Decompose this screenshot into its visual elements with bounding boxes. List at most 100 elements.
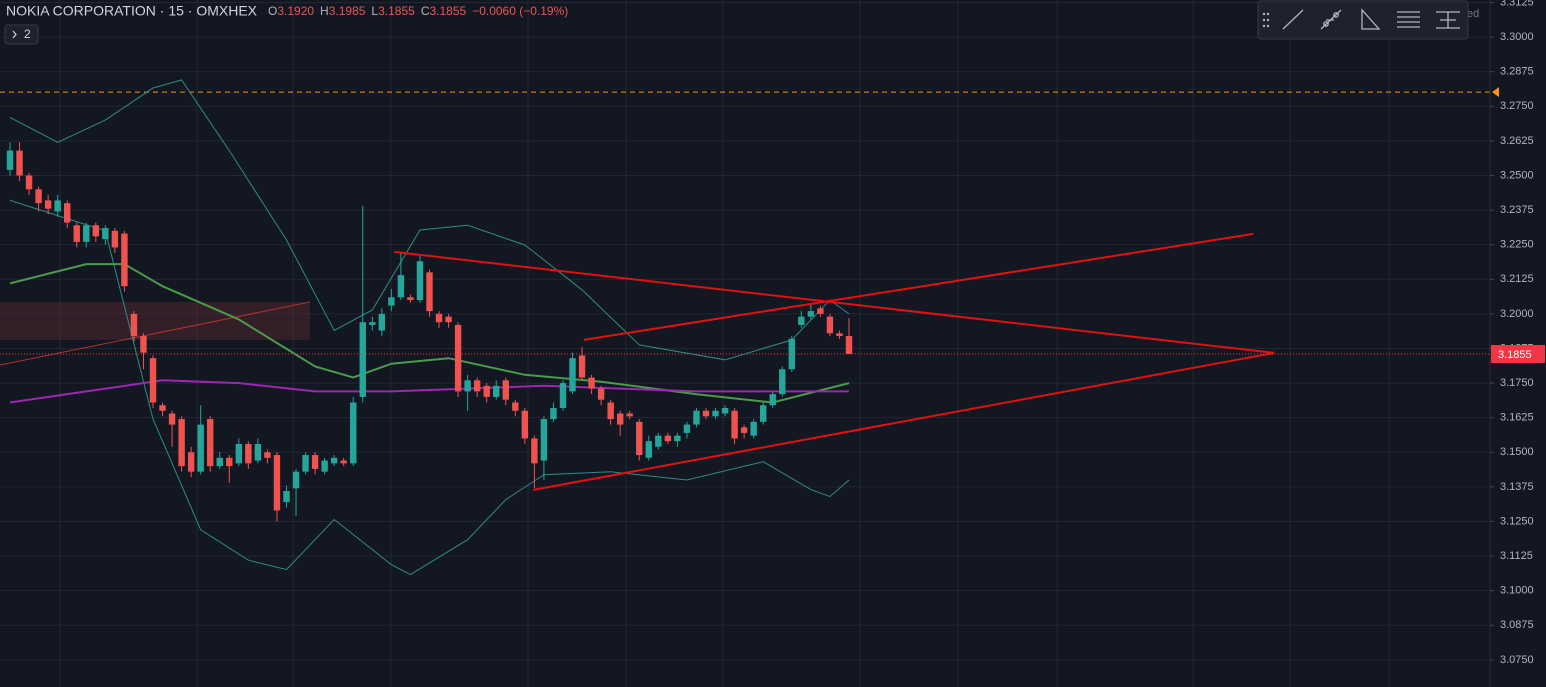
candle-body	[493, 385, 500, 397]
candle-body	[616, 413, 624, 425]
candle-body	[759, 405, 767, 422]
last-price-tag	[1491, 345, 1545, 364]
candle-body	[712, 410, 719, 417]
y-tick-label: 3.2125	[1500, 273, 1534, 285]
dot	[1262, 18, 1266, 22]
candle-body	[264, 452, 271, 458]
candle-body	[378, 313, 386, 331]
tool-button[interactable]	[1390, 3, 1426, 37]
candle-body	[226, 457, 233, 467]
ohlc-values: O3.1920 H3.1985 L3.1855 C3.1855 −0.0060 (−0.…	[268, 4, 568, 18]
chart-title: NOKIA CORPORATION · 15 · OMXHEX	[6, 3, 258, 19]
y-tick-label: 3.1250	[1500, 515, 1534, 527]
candle-body	[445, 316, 452, 323]
candle-body	[550, 407, 557, 420]
candle-body	[845, 336, 853, 355]
candle-body	[588, 377, 595, 389]
candle-body	[540, 419, 548, 461]
candle-body	[64, 203, 71, 223]
ohlc-value: 3.1855	[378, 4, 415, 18]
measure-tool[interactable]	[1429, 3, 1466, 37]
candle-body	[197, 424, 204, 472]
candle-body	[817, 308, 824, 314]
y-tick-label: 3.2500	[1500, 169, 1534, 181]
candle-body	[693, 410, 700, 425]
y-tick-label: 3.2750	[1500, 100, 1534, 112]
candle-body	[569, 358, 576, 392]
y-tick-label: 3.1125	[1500, 550, 1533, 562]
candle-body	[607, 402, 614, 420]
toggle-button[interactable]	[4, 24, 39, 45]
candle-body	[44, 200, 52, 209]
trend-line	[394, 250, 1275, 354]
candle-body	[836, 333, 843, 337]
triangle-tool[interactable]	[1351, 3, 1387, 37]
tool-button[interactable]	[1351, 3, 1387, 37]
chevron-icon	[12, 30, 17, 39]
y-tick-label: 3.2875	[1500, 66, 1534, 78]
candle-body	[73, 225, 80, 242]
status-text: ed	[1467, 8, 1479, 20]
candle-body	[683, 424, 691, 433]
tool-icon	[1333, 12, 1339, 18]
candle-body	[283, 491, 290, 503]
candle-body	[521, 410, 529, 439]
ohlc-key: L	[371, 4, 378, 18]
candle-body	[140, 336, 147, 353]
candle-body	[655, 435, 662, 447]
candle-body	[426, 272, 433, 312]
candle-body	[321, 460, 328, 472]
dot	[1262, 24, 1266, 28]
trend-line	[533, 351, 1275, 491]
candle-body	[330, 457, 338, 464]
candle-body	[464, 380, 471, 392]
candle-body	[454, 324, 462, 392]
y-tick-label: 3.1625	[1500, 412, 1534, 424]
y-tick-label: 3.2625	[1500, 135, 1534, 147]
dot	[1262, 12, 1266, 16]
candle-body	[254, 443, 262, 461]
price-axis: 3.3125 3.3000 3.2875 3.2750 3.2625 3.2500 3.23…	[1490, 0, 1545, 666]
y-tick-label: 3.2375	[1500, 204, 1534, 216]
candle-body	[149, 358, 157, 403]
candle-body	[92, 225, 100, 237]
candle-body	[273, 455, 281, 511]
dot	[1266, 12, 1270, 16]
dot	[1266, 24, 1270, 28]
candle-body	[807, 311, 815, 317]
ohlc-legend: O3.1920 H3.1985 L3.1855 C3.1855 −0.0060 (−0.…	[268, 4, 568, 18]
tool-icon	[1282, 9, 1304, 30]
candle-body	[235, 443, 243, 464]
candle-body	[779, 369, 786, 395]
change: −0.0060 (−0.19%)	[472, 4, 568, 18]
drawing-toolbar	[1257, 0, 1469, 40]
tool-icon	[1361, 8, 1381, 30]
candle-body	[83, 225, 90, 242]
ray-tool[interactable]	[1313, 3, 1349, 37]
last-price-label: 3.1855	[1498, 349, 1532, 361]
candle-body	[340, 460, 347, 464]
tool-icon	[1323, 21, 1329, 27]
drag-handle[interactable]	[1262, 12, 1270, 28]
candle-body	[664, 435, 672, 442]
candle-body	[769, 394, 776, 406]
indicators-toggle[interactable]: 2	[4, 24, 39, 45]
y-tick-label: 3.0875	[1500, 619, 1534, 631]
candle-body	[207, 419, 214, 467]
candle-body	[102, 228, 109, 240]
candle-body	[645, 441, 652, 458]
lines-tool[interactable]	[1390, 3, 1426, 37]
candle-body	[531, 438, 538, 464]
trend-line-tool[interactable]	[1275, 3, 1311, 37]
candle-body	[187, 452, 195, 472]
y-tick-label: 3.2000	[1500, 308, 1534, 320]
candle-body	[702, 410, 710, 417]
candle-body	[721, 407, 729, 414]
candle-body	[54, 200, 61, 212]
y-tick-label: 3.1750	[1500, 377, 1534, 389]
y-tick-label: 3.1375	[1500, 481, 1534, 493]
candle-body	[111, 230, 119, 248]
indicator-count: 2	[24, 27, 31, 41]
